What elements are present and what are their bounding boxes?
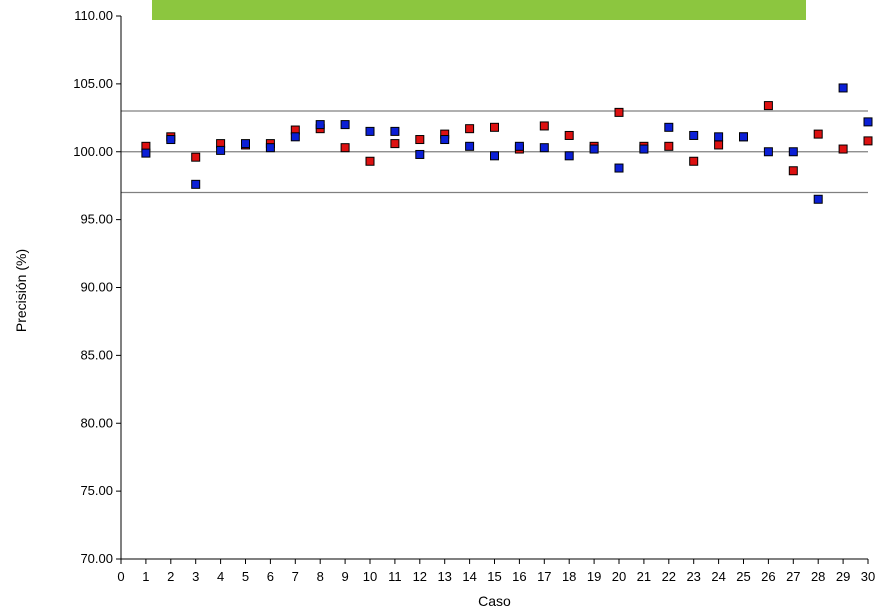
- data-point: [689, 130, 699, 140]
- data-point: [340, 120, 350, 130]
- data-point: [465, 141, 475, 151]
- data-point: [265, 143, 275, 153]
- x-tick-label: 8: [317, 569, 324, 584]
- data-point: [739, 132, 748, 142]
- x-tick-label: 26: [761, 569, 775, 584]
- y-tick-label: 80.00: [80, 415, 113, 430]
- data-point: [465, 124, 475, 134]
- data-point: [415, 149, 425, 159]
- data-point: [813, 129, 823, 139]
- data-point: [539, 143, 549, 153]
- data-point: [863, 117, 873, 127]
- data-point: [763, 101, 773, 111]
- x-tick-label: 10: [363, 569, 377, 584]
- x-tick-label: 3: [192, 569, 199, 584]
- data-point: [564, 130, 574, 140]
- data-point: [763, 147, 773, 157]
- data-point: [166, 135, 176, 145]
- x-tick-label: 25: [736, 569, 750, 584]
- x-tick-label: 13: [437, 569, 451, 584]
- x-tick-label: 30: [861, 569, 875, 584]
- data-point: [191, 179, 201, 189]
- data-point: [490, 151, 499, 161]
- data-point: [788, 166, 798, 176]
- x-tick-label: 28: [811, 569, 825, 584]
- x-tick-label: 29: [836, 569, 850, 584]
- data-point: [714, 132, 724, 142]
- header-banner: [152, 0, 806, 20]
- x-tick-label: 19: [587, 569, 601, 584]
- x-tick-label: 22: [662, 569, 676, 584]
- x-tick-label: 20: [612, 569, 626, 584]
- data-point: [714, 140, 724, 150]
- data-point: [415, 135, 425, 145]
- x-tick-label: 21: [637, 569, 651, 584]
- y-axis-title: Precisión (%): [13, 249, 29, 332]
- x-tick-label: 7: [292, 569, 299, 584]
- x-tick-label: 12: [413, 569, 427, 584]
- x-tick-label: 11: [388, 569, 402, 584]
- data-series-1: [141, 101, 873, 176]
- x-tick-label: 0: [117, 569, 124, 584]
- x-tick-label: 24: [711, 569, 725, 584]
- data-point: [365, 126, 375, 136]
- x-tick-label: 2: [167, 569, 174, 584]
- y-tick-label: 90.00: [80, 280, 113, 295]
- x-tick-label: 14: [462, 569, 476, 584]
- x-tick-label: 5: [242, 569, 249, 584]
- y-tick-label: 75.00: [80, 483, 113, 498]
- y-tick-label: 85.00: [80, 347, 113, 362]
- data-point: [564, 151, 574, 161]
- y-tick-label: 110.00: [74, 8, 113, 23]
- x-tick-label: 1: [142, 569, 149, 584]
- data-point: [664, 122, 674, 132]
- x-tick-label: 16: [512, 569, 526, 584]
- x-axis-title: Caso: [478, 593, 511, 609]
- x-tick-label: 17: [537, 569, 551, 584]
- x-tick-label: 4: [217, 569, 224, 584]
- data-point: [838, 83, 848, 93]
- data-point: [315, 120, 325, 130]
- data-series-2: [141, 83, 873, 204]
- x-tick-label: 6: [267, 569, 274, 584]
- x-tick-label: 15: [487, 569, 501, 584]
- data-point: [141, 148, 151, 158]
- y-tick-label: 95.00: [80, 212, 113, 227]
- data-point: [290, 132, 300, 142]
- y-tick-label: 70.00: [80, 551, 113, 566]
- data-point: [490, 122, 499, 132]
- data-point: [664, 141, 674, 151]
- data-point: [589, 144, 599, 154]
- data-point: [340, 143, 350, 153]
- x-tick-label: 9: [341, 569, 348, 584]
- y-tick-label: 100.00: [73, 144, 113, 159]
- data-point: [539, 121, 549, 131]
- x-tick-label: 27: [786, 569, 800, 584]
- data-point: [614, 107, 624, 117]
- data-point: [241, 139, 250, 149]
- data-point: [863, 136, 873, 146]
- data-point: [365, 156, 375, 166]
- data-point: [191, 152, 201, 162]
- x-tick-label: 18: [562, 569, 576, 584]
- data-point: [614, 163, 624, 173]
- data-point: [788, 147, 798, 157]
- data-point: [440, 135, 450, 145]
- data-point: [813, 194, 823, 204]
- data-point: [514, 141, 524, 151]
- data-point: [216, 145, 226, 155]
- data-point: [390, 139, 400, 149]
- data-point: [838, 144, 848, 154]
- y-tick-label: 105.00: [73, 76, 113, 91]
- x-tick-label: 23: [686, 569, 700, 584]
- data-point: [689, 156, 699, 166]
- data-point: [390, 126, 400, 136]
- data-point: [639, 144, 649, 154]
